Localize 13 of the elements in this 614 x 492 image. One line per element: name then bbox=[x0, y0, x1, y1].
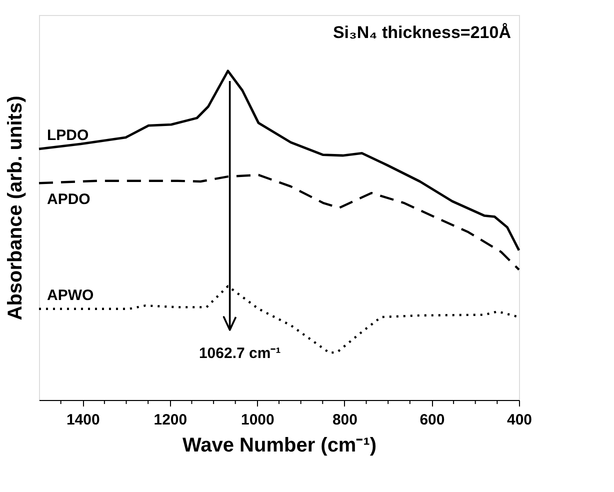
y-axis-title: Absorbance (arb. units) bbox=[4, 96, 26, 320]
series-label: APWO bbox=[47, 286, 94, 304]
x-axis-title: Wave Number (cm⁻¹) bbox=[182, 434, 377, 456]
x-tick-label: 600 bbox=[420, 412, 445, 428]
x-tick-label: 400 bbox=[506, 412, 532, 428]
x-tick-label: 1000 bbox=[240, 412, 274, 428]
series-label: LPDO bbox=[47, 126, 89, 144]
x-tick-label: 1400 bbox=[66, 412, 100, 428]
ref-line-label: 1062.7 cm⁻¹ bbox=[198, 345, 281, 362]
x-tick-label: 1200 bbox=[154, 412, 188, 428]
x-tick-label: 800 bbox=[332, 412, 358, 428]
series-label: APDO bbox=[47, 191, 91, 208]
chart-title: Si₃N₄ thickness=210Å bbox=[332, 23, 511, 42]
